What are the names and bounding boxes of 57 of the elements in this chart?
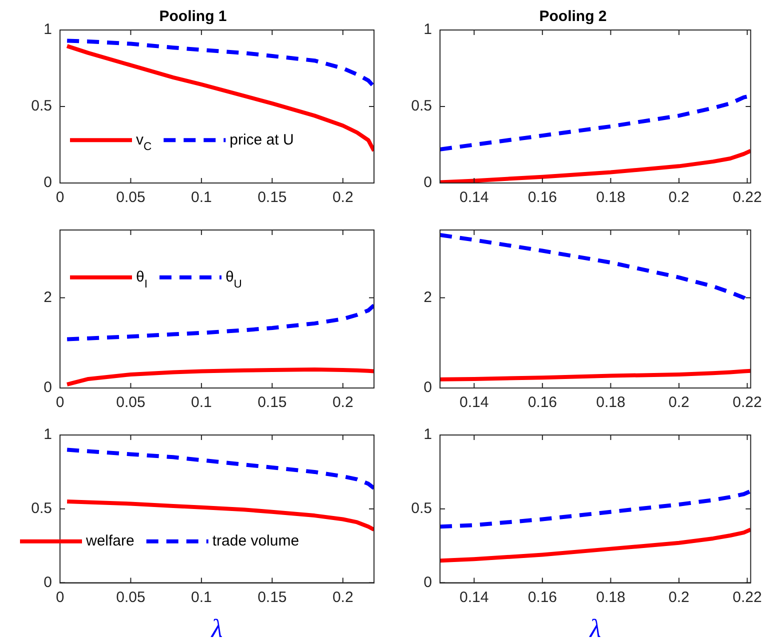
y-tick-label: 0.5 xyxy=(31,98,52,115)
x-tick-label: 0 xyxy=(56,394,64,412)
x-tick-label: 0.05 xyxy=(116,394,146,412)
x-tick-label: 0.1 xyxy=(191,588,212,606)
y-tick-label: 2 xyxy=(44,288,52,306)
y-tick-label: 1 xyxy=(424,426,432,444)
chart-title: Pooling 1 xyxy=(159,8,227,26)
x-tick-label: 0.16 xyxy=(528,588,558,606)
x-tick-label: 0.2 xyxy=(332,394,354,412)
y-tick-label: 0 xyxy=(44,379,52,396)
y-tick-label: 0 xyxy=(44,174,52,192)
line-series xyxy=(440,489,751,529)
y-tick-label: 0 xyxy=(44,574,52,591)
x-tick-label: 0.15 xyxy=(258,394,287,412)
x-tick-label: 0.22 xyxy=(732,189,762,206)
x-tick-label: 0.15 xyxy=(258,189,287,206)
x-tick-label: 0.2 xyxy=(668,394,690,412)
x-tick-label: 0.14 xyxy=(460,189,489,206)
y-tick-label: 0 xyxy=(424,174,432,192)
y-tick-label: 1 xyxy=(44,21,52,38)
x-tick-label: 0.2 xyxy=(332,588,354,606)
y-tick-label: 0.5 xyxy=(411,98,432,115)
y-tick-label: 0 xyxy=(424,379,432,396)
x-axis-title: λ xyxy=(588,614,601,644)
x-tick-label: 0.1 xyxy=(191,394,212,412)
x-tick-label: 0.22 xyxy=(732,588,762,606)
x-tick-label: 0.05 xyxy=(116,588,146,606)
x-tick-label: 0.14 xyxy=(460,394,489,412)
x-tick-label: 0.1 xyxy=(191,189,212,206)
x-tick-label: 0.2 xyxy=(332,189,354,206)
x-tick-label: 0.18 xyxy=(596,394,626,412)
y-tick-label: 0.5 xyxy=(411,500,432,518)
x-tick-label: 0.16 xyxy=(528,189,558,206)
y-tick-label: 2 xyxy=(424,288,432,306)
x-tick-label: 0 xyxy=(56,189,64,206)
line-series xyxy=(65,38,374,89)
legend-label: price at U xyxy=(230,131,294,148)
y-tick-label: 0.5 xyxy=(31,500,52,518)
y-tick-label: 0 xyxy=(424,574,432,591)
x-tick-label: 0.15 xyxy=(258,588,287,606)
y-tick-label: 1 xyxy=(44,426,52,444)
x-tick-label: 0.16 xyxy=(528,394,558,412)
x-axis-title: λ xyxy=(210,614,223,644)
x-tick-label: 0.2 xyxy=(668,189,690,206)
x-tick-label: 0.2 xyxy=(668,588,690,606)
line-series xyxy=(65,448,374,490)
chart-title: Pooling 2 xyxy=(539,8,607,26)
x-tick-label: 0.05 xyxy=(116,189,146,206)
x-tick-label: 0.22 xyxy=(732,394,762,412)
x-tick-label: 0.18 xyxy=(596,588,626,606)
x-tick-label: 0.14 xyxy=(460,588,489,606)
legend-label: trade volume xyxy=(212,532,300,550)
legend-label: welfare xyxy=(85,532,134,550)
y-tick-label: 1 xyxy=(424,21,432,38)
line-series xyxy=(65,303,374,342)
x-tick-label: 0 xyxy=(56,588,64,606)
x-tick-label: 0.18 xyxy=(596,189,626,206)
